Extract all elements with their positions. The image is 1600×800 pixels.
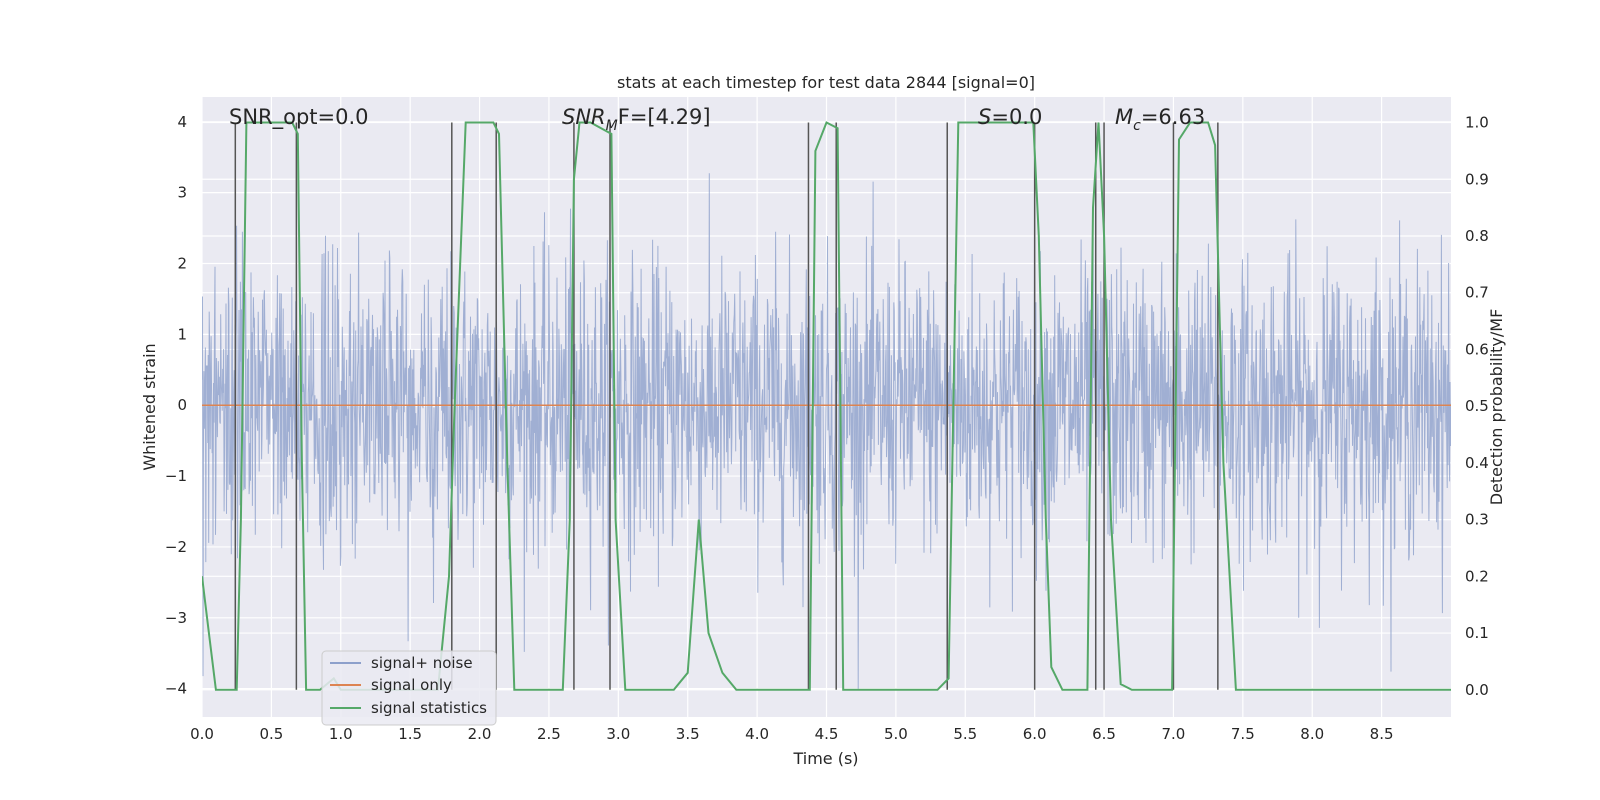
x-tick-label: 3.0 [606, 725, 630, 743]
x-tick-label: 8.5 [1370, 725, 1394, 743]
y-tick-label: −4 [165, 680, 187, 698]
legend-label-signal-noise: signal+ noise [371, 654, 473, 672]
y-tick-label: −2 [165, 538, 187, 556]
x-tick-label: 7.0 [1162, 725, 1186, 743]
x-tick-label: 0.0 [190, 725, 214, 743]
x-tick-label: 4.0 [745, 725, 769, 743]
x-tick-label: 1.0 [329, 725, 353, 743]
x-tick-labels: 0.0 0.5 1.0 1.5 2.0 2.5 3.0 3.5 4.0 4.5 5.0 5.5 6.0 6… [190, 725, 1393, 743]
y2-axis-label: Detection probability/MF [1487, 309, 1506, 506]
legend-label-signal-statistics: signal statistics [371, 699, 487, 717]
x-tick-label: 5.5 [953, 725, 977, 743]
y2-tick-label: 0.9 [1465, 170, 1489, 188]
x-tick-label: 4.5 [815, 725, 839, 743]
x-tick-label: 6.0 [1023, 725, 1047, 743]
y-tick-label: 2 [177, 255, 187, 273]
y2-tick-label: 0.5 [1465, 397, 1489, 415]
y-tick-label: 1 [177, 325, 187, 343]
annotation-snr-mf: SNRMF=[4.29] [562, 105, 711, 134]
annotation-s: S=0.0 [978, 105, 1042, 129]
y-tick-label: 3 [177, 184, 187, 202]
y-tick-label: −1 [165, 467, 187, 485]
y2-tick-label: 0.0 [1465, 681, 1489, 699]
y2-tick-label: 0.4 [1465, 454, 1489, 472]
y2-tick-label: 0.8 [1465, 227, 1489, 245]
legend-label-signal-only: signal only [371, 676, 452, 694]
chart-title: stats at each timestep for test data 284… [617, 73, 1035, 92]
y-axis-label: Whitened strain [140, 343, 159, 470]
x-tick-label: 2.0 [468, 725, 492, 743]
y-tick-label: 0 [177, 396, 187, 414]
y2-tick-label: 1.0 [1465, 114, 1489, 132]
y2-tick-label: 0.2 [1465, 567, 1489, 585]
x-tick-label: 0.5 [259, 725, 283, 743]
x-tick-label: 7.5 [1231, 725, 1255, 743]
series-signal-statistics [202, 121, 1451, 691]
x-tick-label: 1.5 [398, 725, 422, 743]
y-tick-label: −3 [165, 609, 187, 627]
y2-tick-labels: 1.0 0.9 0.8 0.7 0.6 0.5 0.4 0.3 0.2 0.1 0.0 [1465, 114, 1489, 699]
y2-tick-label: 0.7 [1465, 284, 1489, 302]
x-axis-label: Time (s) [792, 749, 858, 768]
x-tick-label: 3.5 [676, 725, 700, 743]
y2-tick-label: 0.3 [1465, 511, 1489, 529]
annotation-mc: Mc=6.63 [1115, 105, 1205, 134]
x-tick-label: 6.5 [1092, 725, 1116, 743]
y2-tick-label: 0.1 [1465, 624, 1489, 642]
y2-tick-label: 0.6 [1465, 340, 1489, 358]
x-tick-label: 2.5 [537, 725, 561, 743]
y-tick-labels: 4 3 2 1 0 −1 −2 −3 −4 [165, 113, 187, 698]
annotations: SNR_opt=0.0 SNRMF=[4.29] S=0.0 Mc=6.63 [229, 105, 1205, 134]
annotation-snr-opt: SNR_opt=0.0 [229, 105, 369, 130]
x-tick-label: 8.0 [1300, 725, 1324, 743]
y-tick-label: 4 [177, 113, 187, 131]
x-tick-label: 5.0 [884, 725, 908, 743]
legend-box [321, 650, 497, 726]
series-signal-plus-noise [202, 173, 1451, 689]
legend: signal+ noise signal only signal statist… [321, 650, 497, 726]
